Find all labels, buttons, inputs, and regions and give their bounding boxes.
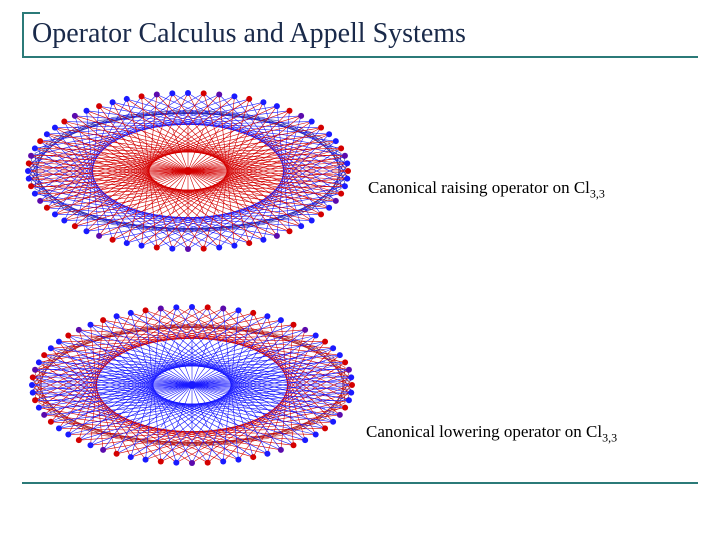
title-bar: Operator Calculus and Appell Systems <box>22 12 698 58</box>
caption-subscript: 3,3 <box>590 186 605 200</box>
slide-title: Operator Calculus and Appell Systems <box>32 18 466 50</box>
caption-subscript: 3,3 <box>602 430 617 444</box>
slide: Operator Calculus and Appell Systems Can… <box>0 0 720 540</box>
title-rule-top <box>22 12 40 14</box>
title-rule-bottom <box>22 56 698 58</box>
raising-operator-graph <box>18 76 358 266</box>
footer-rule <box>22 482 698 484</box>
lowering-operator-caption: Canonical lowering operator on Cl3,3 <box>366 422 617 445</box>
title-rule-left <box>22 12 24 58</box>
caption-text: Canonical lowering operator on Cl <box>366 422 602 441</box>
lowering-operator-graph <box>22 290 362 480</box>
raising-operator-caption: Canonical raising operator on Cl3,3 <box>368 178 605 201</box>
caption-text: Canonical raising operator on Cl <box>368 178 590 197</box>
